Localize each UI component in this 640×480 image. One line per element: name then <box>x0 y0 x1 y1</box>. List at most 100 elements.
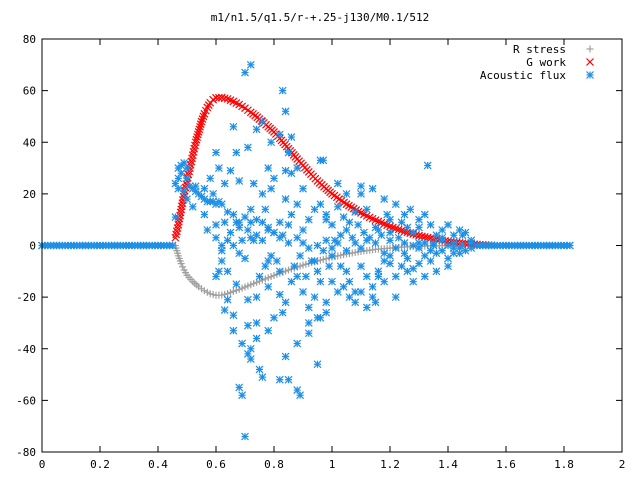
chart-title: m1/n1.5/q1.5/r-+.25-j130/M0.1/512 <box>211 11 430 24</box>
data-point-acoustic-flux <box>432 267 441 276</box>
data-point-g-work <box>220 94 229 103</box>
x-tick-label: 1.8 <box>554 458 574 471</box>
data-point-acoustic-flux <box>267 138 276 147</box>
data-point-acoustic-flux <box>229 122 238 131</box>
data-point-acoustic-flux <box>226 228 235 237</box>
data-point-acoustic-flux <box>246 60 255 69</box>
data-point-g-work <box>217 93 226 102</box>
legend-marker-g-work <box>586 58 594 66</box>
y-tick-label: -40 <box>16 343 36 356</box>
data-point-g-work <box>420 233 429 241</box>
data-point-acoustic-flux <box>220 218 229 227</box>
data-point-acoustic-flux <box>275 375 284 384</box>
data-point-acoustic-flux <box>394 233 403 242</box>
data-point-acoustic-flux <box>180 187 189 196</box>
data-point-acoustic-flux <box>400 249 409 258</box>
data-point-acoustic-flux <box>264 282 273 291</box>
data-point-acoustic-flux <box>420 210 429 219</box>
data-point-acoustic-flux <box>287 277 296 286</box>
data-point-acoustic-flux <box>325 262 334 271</box>
data-point-acoustic-flux <box>301 272 310 281</box>
data-point-acoustic-flux <box>400 238 409 247</box>
data-point-acoustic-flux <box>264 326 273 335</box>
data-point-acoustic-flux <box>270 174 278 183</box>
data-point-acoustic-flux <box>249 179 258 188</box>
data-point-acoustic-flux <box>246 205 255 214</box>
data-point-acoustic-flux <box>426 220 435 229</box>
legend-item-g-work: G work <box>526 56 594 69</box>
data-point-acoustic-flux <box>423 161 432 170</box>
legend-label: R stress <box>513 43 566 56</box>
plot-frame <box>41 38 623 453</box>
x-tick-label: 0 <box>39 458 46 471</box>
data-point-acoustic-flux <box>368 184 377 193</box>
data-point-acoustic-flux <box>403 223 412 232</box>
legend-label: Acoustic flux <box>480 69 566 82</box>
data-point-acoustic-flux <box>449 249 458 258</box>
data-point-acoustic-flux <box>357 244 365 253</box>
x-tick-label: 1.2 <box>380 458 400 471</box>
data-point-acoustic-flux <box>258 117 267 126</box>
data-point-acoustic-flux <box>386 228 394 237</box>
data-point-acoustic-flux <box>183 174 191 183</box>
y-tick-label: -60 <box>16 394 36 407</box>
data-point-acoustic-flux <box>212 233 220 242</box>
data-point-acoustic-flux <box>322 236 331 245</box>
data-point-acoustic-flux <box>380 257 389 265</box>
x-tick-label: 0.4 <box>148 458 168 471</box>
data-point-r-stress <box>179 263 187 271</box>
data-point-acoustic-flux <box>278 86 287 95</box>
data-point-acoustic-flux <box>188 202 197 211</box>
data-point-acoustic-flux <box>287 133 296 142</box>
data-point-g-work <box>196 120 205 129</box>
data-point-acoustic-flux <box>293 339 302 348</box>
data-point-g-work <box>192 135 201 144</box>
axes: 0 0.2 0.4 0.6 0.8 1 1.2 1.4 1.6 1.8 2 80 60 40 20 0 -20 -… <box>16 33 625 471</box>
data-point-acoustic-flux <box>403 267 412 276</box>
data-point-acoustic-flux <box>270 228 278 237</box>
data-point-acoustic-flux <box>209 189 218 198</box>
data-point-acoustic-flux <box>351 208 360 216</box>
data-point-acoustic-flux <box>328 251 336 260</box>
data-point-acoustic-flux <box>310 205 319 214</box>
data-point-acoustic-flux <box>275 218 284 227</box>
x-tick-label: 2 <box>619 458 626 471</box>
data-point-acoustic-flux <box>284 375 293 384</box>
series-acoustic-flux <box>38 60 574 441</box>
data-point-g-work <box>193 133 202 142</box>
data-point-acoustic-flux <box>362 303 371 312</box>
data-point-acoustic-flux <box>368 282 377 291</box>
data-point-acoustic-flux <box>371 298 380 307</box>
data-point-acoustic-flux <box>293 200 302 209</box>
data-point-acoustic-flux <box>287 210 296 219</box>
data-point-acoustic-flux <box>232 148 241 157</box>
data-point-acoustic-flux <box>319 246 328 255</box>
data-point-acoustic-flux <box>316 277 325 286</box>
data-point-acoustic-flux <box>241 254 249 263</box>
data-point-acoustic-flux <box>241 432 249 441</box>
y-tick-label: 0 <box>29 240 36 253</box>
data-point-acoustic-flux <box>212 148 220 157</box>
data-point-acoustic-flux <box>284 220 293 229</box>
data-point-acoustic-flux <box>415 238 423 247</box>
data-point-acoustic-flux <box>400 210 409 219</box>
data-point-acoustic-flux <box>386 236 394 245</box>
data-point-acoustic-flux <box>296 251 305 260</box>
data-point-acoustic-flux <box>383 210 392 219</box>
data-point-g-work <box>204 101 213 110</box>
data-point-acoustic-flux <box>217 200 226 209</box>
data-point-acoustic-flux <box>313 360 322 369</box>
data-point-g-work <box>197 117 206 126</box>
data-point-acoustic-flux <box>275 130 284 139</box>
data-point-g-work <box>194 128 203 136</box>
data-point-acoustic-flux <box>223 236 232 245</box>
data-point-acoustic-flux <box>333 179 342 188</box>
data-point-g-work <box>177 205 186 214</box>
data-point-acoustic-flux <box>238 236 247 245</box>
data-point-acoustic-flux <box>246 355 255 363</box>
data-point-acoustic-flux <box>249 236 258 245</box>
data-point-g-work <box>415 231 423 240</box>
data-point-acoustic-flux <box>200 210 209 219</box>
data-point-acoustic-flux <box>333 202 342 211</box>
